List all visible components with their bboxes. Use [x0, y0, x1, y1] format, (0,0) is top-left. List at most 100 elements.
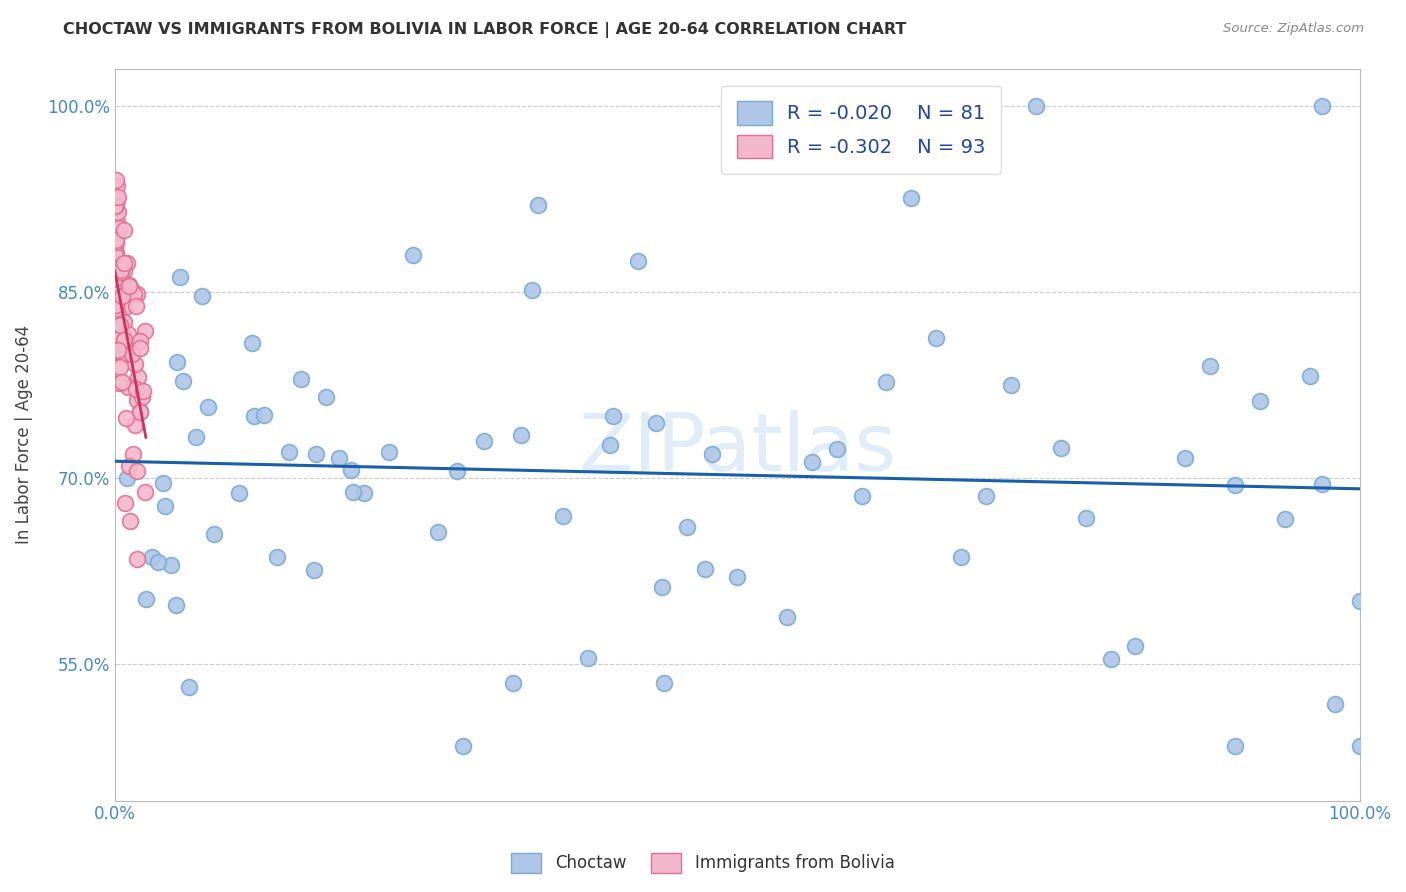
Point: [112, 334, 135, 349]
Point: [693, 562, 716, 576]
Point: [1074, 510, 1097, 524]
Point: [876, 376, 898, 390]
Point: [925, 331, 948, 345]
Point: [135, 592, 157, 607]
Point: [125, 299, 148, 313]
Point: [197, 401, 219, 415]
Point: [110, 262, 132, 277]
Point: [107, 308, 129, 322]
Point: [776, 609, 799, 624]
Point: [129, 334, 152, 349]
Point: [125, 286, 148, 301]
Point: [105, 297, 128, 311]
Point: [104, 343, 127, 358]
Point: [128, 403, 150, 417]
Point: [105, 282, 128, 296]
Point: [141, 550, 163, 565]
Point: [342, 484, 364, 499]
Point: [122, 339, 145, 353]
Point: [453, 739, 475, 753]
Point: [107, 221, 129, 235]
Point: [107, 326, 129, 340]
Point: [107, 279, 129, 293]
Point: [108, 260, 131, 274]
Point: [121, 347, 143, 361]
Point: [104, 328, 127, 343]
Point: [340, 462, 363, 476]
Point: [652, 675, 675, 690]
Point: [1000, 378, 1022, 392]
Point: [266, 549, 288, 564]
Point: [950, 549, 973, 564]
Point: [110, 348, 132, 362]
Point: [1310, 99, 1333, 113]
Point: [153, 499, 176, 513]
Point: [104, 200, 127, 214]
Point: [278, 444, 301, 458]
Point: [644, 416, 666, 430]
Point: [104, 293, 127, 308]
Point: [114, 496, 136, 510]
Point: [105, 324, 128, 338]
Point: [108, 329, 131, 343]
Point: [107, 376, 129, 390]
Point: [243, 409, 266, 424]
Point: [152, 475, 174, 490]
Point: [104, 233, 127, 247]
Text: Source: ZipAtlas.com: Source: ZipAtlas.com: [1223, 22, 1364, 36]
Point: [120, 282, 142, 296]
Point: [107, 285, 129, 300]
Point: [377, 445, 399, 459]
Point: [651, 580, 673, 594]
Point: [111, 337, 134, 351]
Point: [105, 193, 128, 207]
Point: [127, 551, 149, 566]
Point: [112, 328, 135, 343]
Point: [127, 464, 149, 478]
Point: [800, 455, 823, 469]
Point: [129, 404, 152, 418]
Point: [112, 315, 135, 329]
Point: [472, 434, 495, 448]
Point: [502, 675, 524, 690]
Point: [125, 382, 148, 396]
Point: [129, 341, 152, 355]
Point: [124, 417, 146, 432]
Y-axis label: In Labor Force | Age 20-64: In Labor Force | Age 20-64: [15, 325, 32, 544]
Point: [1049, 441, 1071, 455]
Point: [134, 324, 156, 338]
Point: [105, 258, 128, 272]
Point: [107, 332, 129, 346]
Point: [107, 263, 129, 277]
Point: [172, 374, 194, 388]
Point: [105, 262, 128, 277]
Legend: R = -0.020    N = 81, R = -0.302    N = 93: R = -0.020 N = 81, R = -0.302 N = 93: [721, 86, 1001, 174]
Point: [900, 191, 922, 205]
Point: [107, 348, 129, 362]
Point: [1310, 477, 1333, 491]
Point: [117, 327, 139, 342]
Point: [118, 515, 141, 529]
Point: [112, 222, 135, 236]
Point: [104, 317, 127, 331]
Point: [104, 265, 127, 279]
Point: [353, 486, 375, 500]
Point: [127, 370, 149, 384]
Point: [290, 372, 312, 386]
Point: [132, 384, 155, 398]
Point: [118, 459, 141, 474]
Point: [520, 283, 543, 297]
Point: [599, 438, 621, 452]
Point: [107, 205, 129, 219]
Point: [159, 558, 181, 572]
Point: [115, 471, 138, 485]
Point: [328, 451, 350, 466]
Point: [166, 355, 188, 369]
Point: [725, 570, 748, 584]
Point: [1348, 594, 1371, 608]
Point: [191, 288, 214, 302]
Point: [114, 411, 136, 425]
Point: [118, 278, 141, 293]
Point: [117, 380, 139, 394]
Point: [1223, 739, 1246, 753]
